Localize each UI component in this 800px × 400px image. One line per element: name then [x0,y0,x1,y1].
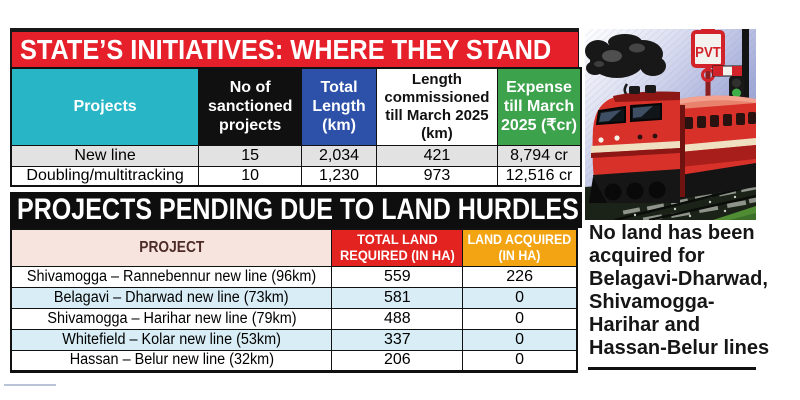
svg-text:PVT: PVT [695,43,721,60]
